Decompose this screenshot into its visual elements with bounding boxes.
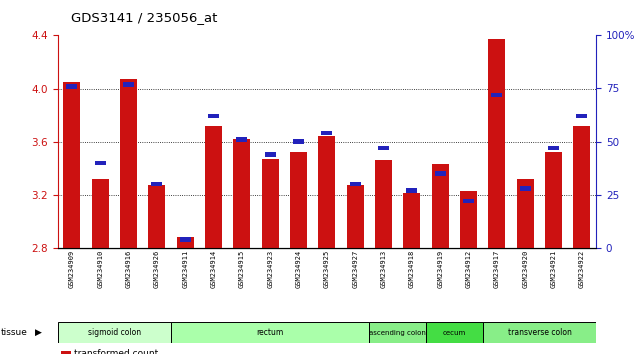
- Bar: [492, 92, 503, 97]
- Bar: [576, 114, 588, 119]
- Bar: [151, 182, 162, 187]
- Bar: [233, 139, 251, 248]
- Text: cecum: cecum: [443, 330, 466, 336]
- Bar: [321, 131, 333, 136]
- Text: tissue: tissue: [1, 328, 28, 337]
- Bar: [347, 185, 363, 248]
- Bar: [148, 185, 165, 248]
- Text: GSM234912: GSM234912: [465, 250, 472, 288]
- Text: GSM234915: GSM234915: [239, 250, 245, 288]
- Bar: [403, 193, 420, 248]
- Bar: [179, 237, 191, 242]
- Text: GSM234911: GSM234911: [182, 250, 188, 288]
- Text: GSM234918: GSM234918: [409, 250, 415, 288]
- Text: GSM234913: GSM234913: [381, 250, 387, 288]
- Bar: [319, 136, 335, 248]
- Bar: [426, 322, 483, 343]
- Text: ascending colon: ascending colon: [369, 330, 426, 336]
- Bar: [545, 152, 562, 248]
- Bar: [375, 160, 392, 248]
- Bar: [378, 145, 389, 150]
- Text: GSM234925: GSM234925: [324, 250, 330, 288]
- Bar: [237, 137, 247, 142]
- Text: sigmoid colon: sigmoid colon: [88, 328, 141, 337]
- Bar: [290, 152, 307, 248]
- Text: GSM234917: GSM234917: [494, 250, 500, 288]
- Bar: [406, 188, 417, 193]
- Text: transverse colon: transverse colon: [508, 328, 571, 337]
- Bar: [432, 164, 449, 248]
- Bar: [95, 160, 106, 165]
- Text: ▶: ▶: [35, 328, 42, 337]
- Bar: [463, 199, 474, 204]
- Bar: [460, 191, 477, 248]
- Text: GSM234923: GSM234923: [267, 250, 273, 288]
- Bar: [293, 139, 304, 144]
- Text: GSM234924: GSM234924: [296, 250, 301, 288]
- Bar: [548, 145, 559, 150]
- Bar: [574, 126, 590, 248]
- Bar: [369, 322, 426, 343]
- Bar: [120, 79, 137, 248]
- Bar: [350, 182, 361, 187]
- Bar: [435, 171, 445, 176]
- Bar: [520, 186, 531, 191]
- Text: GSM234910: GSM234910: [97, 250, 103, 288]
- Bar: [488, 39, 506, 248]
- Text: GSM234922: GSM234922: [579, 250, 585, 288]
- Bar: [123, 82, 134, 87]
- Text: GSM234921: GSM234921: [551, 250, 556, 288]
- Text: transformed count: transformed count: [74, 349, 158, 354]
- Text: GSM234927: GSM234927: [353, 250, 358, 288]
- Text: GSM234916: GSM234916: [126, 250, 131, 288]
- Text: GSM234920: GSM234920: [522, 250, 528, 288]
- Text: GDS3141 / 235056_at: GDS3141 / 235056_at: [71, 11, 217, 24]
- Bar: [66, 84, 78, 89]
- Bar: [177, 237, 194, 248]
- Text: GSM234909: GSM234909: [69, 250, 75, 288]
- Bar: [265, 152, 276, 157]
- Text: rectum: rectum: [256, 328, 284, 337]
- Bar: [171, 322, 369, 343]
- Bar: [92, 179, 109, 248]
- Text: GSM234914: GSM234914: [210, 250, 217, 288]
- Text: GSM234926: GSM234926: [154, 250, 160, 288]
- Bar: [58, 322, 171, 343]
- Bar: [205, 126, 222, 248]
- Bar: [208, 114, 219, 119]
- Bar: [63, 82, 80, 248]
- Bar: [262, 159, 279, 248]
- Bar: [517, 179, 534, 248]
- Text: GSM234919: GSM234919: [437, 250, 444, 288]
- Bar: [483, 322, 596, 343]
